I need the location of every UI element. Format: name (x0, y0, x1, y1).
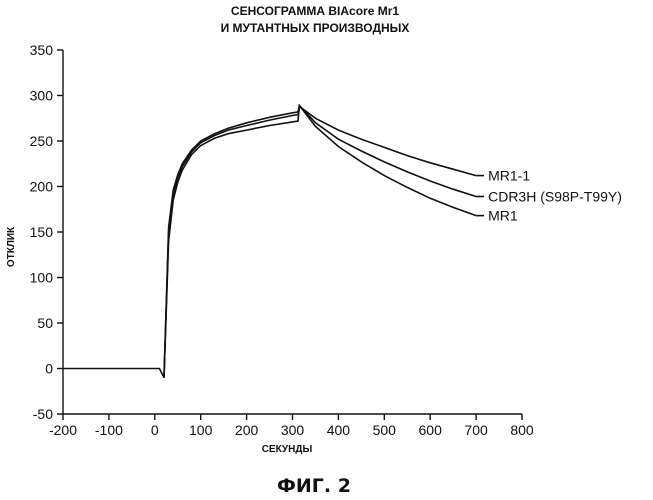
sensorgram-curves (63, 106, 476, 378)
x-tick-label: -200 (49, 422, 77, 438)
y-tick-label: -50 (33, 406, 53, 422)
sensorgram-chart: СЕНСОГРАММА BIAcore Mr1 И МУТАНТНЫХ ПРОИ… (0, 0, 653, 500)
x-tick-label: -100 (95, 422, 123, 438)
x-tick-label: 800 (510, 422, 534, 438)
x-tick-label: 500 (373, 422, 397, 438)
series-line-cdr3h-s98p-t99y (164, 106, 476, 378)
chart-title-line-2: И МУТАНТНЫХ ПРОИЗВОДНЫХ (221, 21, 410, 35)
tick-labels: -50 0 50 100 150 200 250 300 350 -200 -100 0 100 200 3… (30, 42, 534, 438)
y-tick-label: 300 (30, 88, 54, 104)
series-line-mr1 (164, 106, 476, 378)
y-tick-label: 0 (45, 361, 53, 377)
y-tick-label: 350 (30, 42, 54, 58)
axes (57, 50, 522, 420)
y-tick-label: 50 (37, 315, 53, 331)
x-tick-label: 0 (151, 422, 159, 438)
x-tick-label: 200 (235, 422, 259, 438)
baseline-line (63, 369, 164, 378)
chart-title-line-1: СЕНСОГРАММА BIAcore Mr1 (231, 4, 399, 18)
y-tick-label: 250 (30, 133, 54, 149)
x-axis-label: СЕКУНДЫ (262, 444, 313, 455)
x-tick-label: 400 (327, 422, 351, 438)
y-axis-label: ОТКЛИК (6, 226, 17, 267)
y-tick-label: 200 (30, 179, 54, 195)
curve-labels: MR1-1 CDR3H (S98P-T99Y) MR1 (476, 168, 622, 224)
x-tick-label: 300 (281, 422, 305, 438)
y-tick-label: 150 (30, 224, 54, 240)
figure-label: ФИГ. 2 (277, 475, 351, 497)
x-tick-label: 600 (419, 422, 443, 438)
y-tick-label: 100 (30, 270, 54, 286)
series-line-mr1-1 (164, 106, 476, 377)
series-label-mr1: MR1 (488, 208, 518, 224)
x-tick-label: 100 (189, 422, 213, 438)
series-label-mr1-1: MR1-1 (488, 168, 530, 184)
x-tick-label: 700 (464, 422, 488, 438)
series-label-cdr3h-s98p-t99y: CDR3H (S98P-T99Y) (488, 189, 622, 205)
